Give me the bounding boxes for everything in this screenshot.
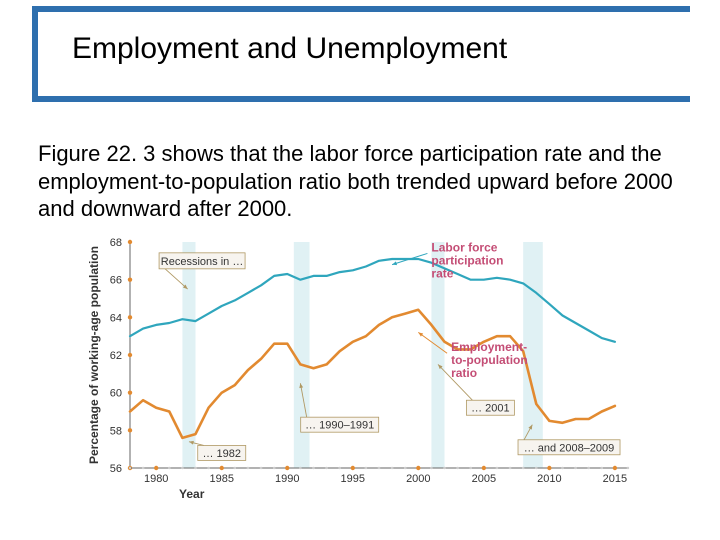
svg-text:60: 60	[110, 388, 122, 400]
recession-label: … 2001	[471, 403, 510, 415]
svg-text:62: 62	[110, 350, 122, 362]
employment-chart: 56 58 60 62 64 66 68 1980 1985 1990 1995 2000 2005 20…	[84, 234, 644, 514]
series-label: Employment-	[451, 340, 527, 354]
title-rule-top	[32, 6, 690, 12]
series-label: to-population	[451, 353, 528, 367]
body-paragraph: Figure 22. 3 shows that the labor force …	[38, 140, 680, 223]
svg-text:2000: 2000	[406, 473, 430, 485]
series-label: participation	[431, 253, 503, 267]
series-label: Labor force	[431, 240, 497, 254]
recession-label: … 1982	[202, 448, 241, 460]
svg-text:56: 56	[110, 463, 122, 475]
recession-lead-label: Recessions in …	[161, 256, 244, 268]
svg-text:1980: 1980	[144, 473, 168, 485]
svg-text:68: 68	[110, 237, 122, 249]
svg-text:58: 58	[110, 425, 122, 437]
chart-svg: 56 58 60 62 64 66 68 1980 1985 1990 1995 2000 2005 20…	[84, 234, 644, 514]
title-rule-bottom	[32, 96, 690, 102]
recession-band	[294, 242, 310, 468]
svg-text:Percentage of working-age popu: Percentage of working-age population	[87, 246, 101, 464]
recession-label: … and 2008–2009	[524, 442, 615, 454]
svg-text:2010: 2010	[537, 473, 561, 485]
title-block: Employment and Unemployment	[32, 6, 690, 102]
svg-text:64: 64	[110, 312, 122, 324]
svg-text:2015: 2015	[603, 473, 627, 485]
svg-text:66: 66	[110, 275, 122, 287]
page-title: Employment and Unemployment	[72, 32, 507, 66]
series-label: ratio	[451, 366, 477, 380]
svg-text:Year: Year	[179, 487, 205, 501]
svg-text:1995: 1995	[341, 473, 365, 485]
recession-label: … 1990–1991	[305, 420, 374, 432]
series-label: rate	[431, 266, 453, 280]
svg-text:1990: 1990	[275, 473, 299, 485]
title-rule-left	[32, 6, 38, 102]
svg-text:1985: 1985	[209, 473, 233, 485]
svg-text:2005: 2005	[472, 473, 496, 485]
